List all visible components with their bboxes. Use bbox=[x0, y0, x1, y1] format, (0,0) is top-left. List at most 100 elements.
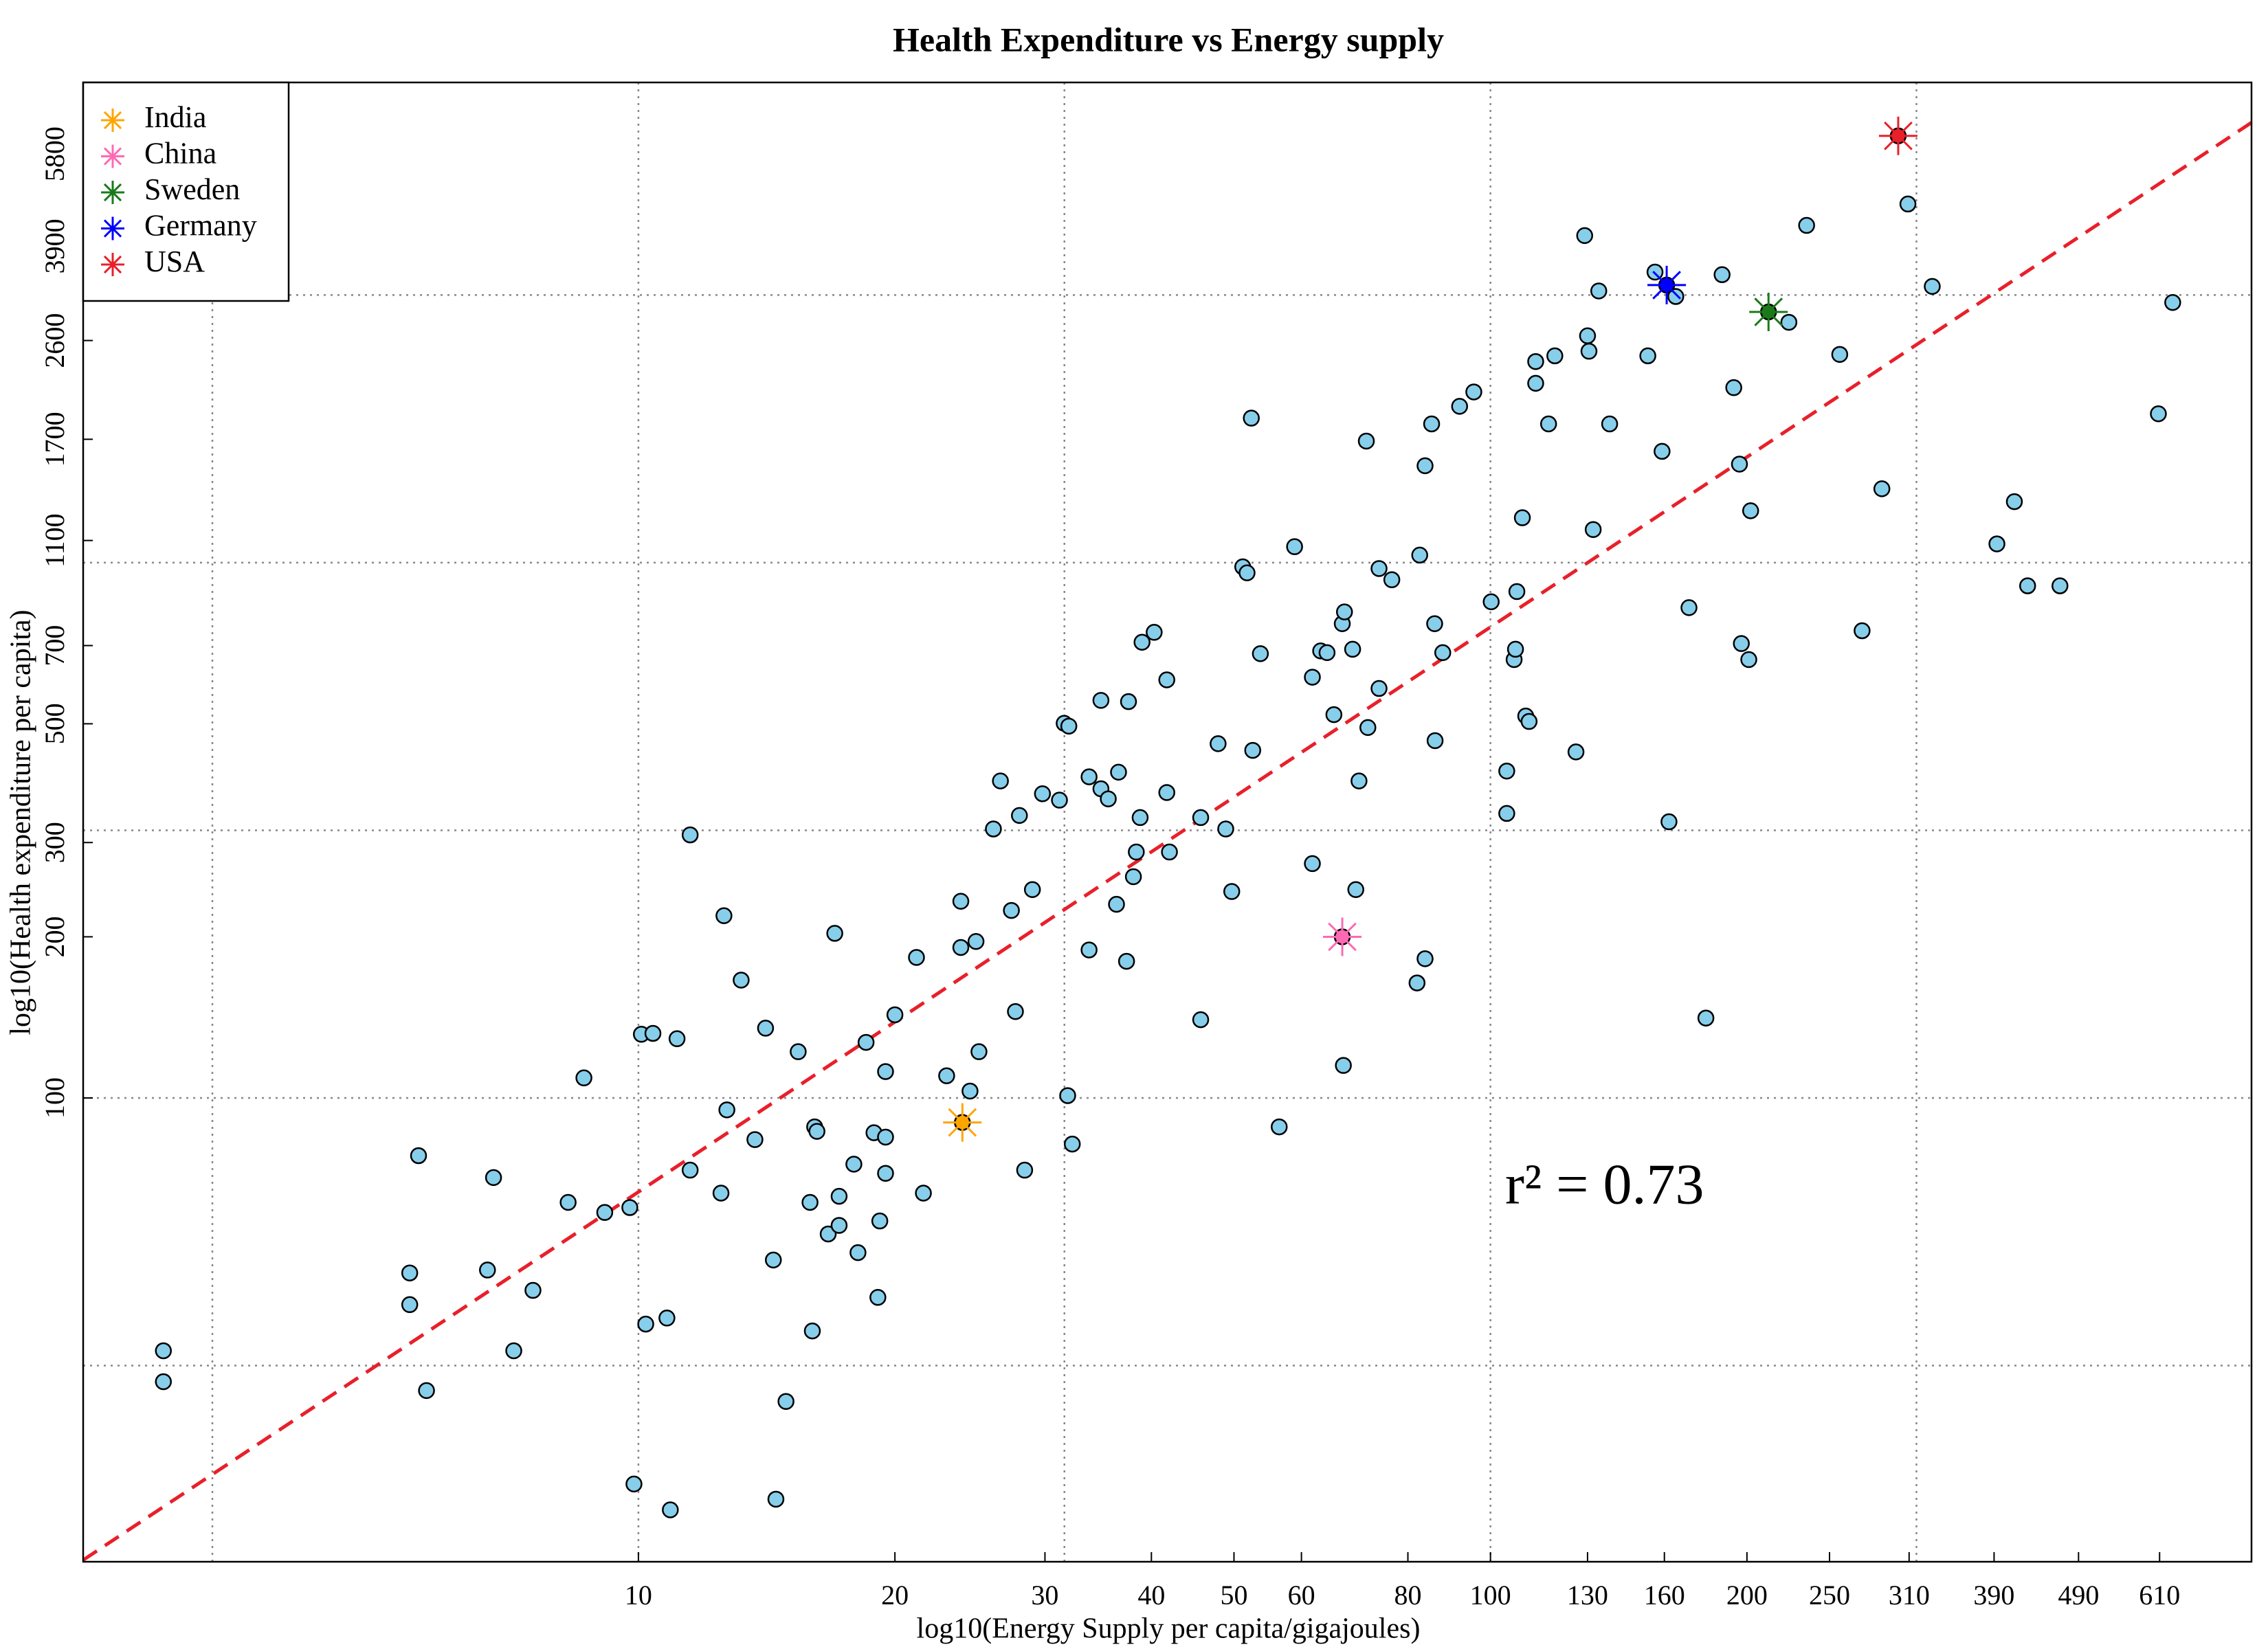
highlight-star bbox=[1749, 293, 1788, 332]
data-point bbox=[401, 1264, 419, 1281]
data-point bbox=[1124, 868, 1142, 886]
chart-title: Health Expenditure vs Energy supply bbox=[893, 20, 1444, 58]
data-point bbox=[1100, 790, 1117, 807]
data-point bbox=[1513, 509, 1531, 526]
data-point bbox=[1131, 809, 1149, 827]
data-point bbox=[1051, 792, 1068, 809]
data-point bbox=[1576, 227, 1594, 245]
data-point bbox=[886, 1006, 904, 1024]
data-point bbox=[952, 939, 970, 956]
data-point bbox=[915, 1185, 932, 1202]
legend-label: India bbox=[144, 100, 206, 134]
data-point bbox=[1146, 624, 1163, 641]
data-point bbox=[819, 1225, 837, 1243]
data-point bbox=[1713, 266, 1731, 284]
data-point bbox=[1520, 713, 1538, 730]
data-point bbox=[1060, 717, 1078, 735]
data-point bbox=[808, 1123, 825, 1140]
data-point bbox=[1325, 706, 1343, 723]
data-point bbox=[830, 1187, 848, 1205]
data-point bbox=[715, 907, 733, 924]
data-point bbox=[155, 1373, 173, 1391]
data-point bbox=[767, 1490, 785, 1508]
data-point bbox=[401, 1296, 419, 1314]
data-point bbox=[1304, 855, 1321, 873]
legend-marker bbox=[101, 109, 124, 132]
x-tick-label: 100 bbox=[1470, 1580, 1511, 1611]
x-tick-label: 310 bbox=[1889, 1580, 1930, 1611]
data-point bbox=[857, 1033, 875, 1051]
data-point bbox=[644, 1024, 662, 1042]
y-tick-label: 700 bbox=[39, 625, 70, 666]
data-point bbox=[621, 1199, 638, 1216]
data-point bbox=[718, 1101, 735, 1119]
data-point bbox=[1725, 379, 1742, 396]
y-tick-label: 100 bbox=[39, 1077, 70, 1119]
data-point bbox=[1465, 383, 1482, 401]
data-point bbox=[1579, 327, 1597, 345]
y-tick-label: 5800 bbox=[39, 126, 70, 181]
x-tick-label: 20 bbox=[881, 1580, 909, 1611]
y-axis-title: log10(Health expenditure per capita) bbox=[5, 609, 37, 1035]
data-point bbox=[765, 1251, 782, 1269]
data-point bbox=[877, 1063, 894, 1080]
data-point bbox=[1639, 347, 1656, 365]
data-point bbox=[1243, 410, 1260, 427]
data-point bbox=[1223, 883, 1241, 900]
data-point bbox=[485, 1169, 502, 1187]
data-point bbox=[1011, 807, 1028, 824]
data-point bbox=[1742, 502, 1759, 519]
data-point bbox=[1780, 313, 1798, 331]
data-point bbox=[1498, 805, 1515, 822]
data-point bbox=[662, 1501, 679, 1518]
data-point bbox=[1660, 813, 1678, 831]
data-point bbox=[1059, 1087, 1076, 1104]
data-point bbox=[1357, 432, 1375, 450]
plot-frame bbox=[82, 81, 2253, 1563]
data-point bbox=[803, 1322, 821, 1340]
highlight-star bbox=[1647, 265, 1687, 304]
data-point bbox=[658, 1310, 676, 1327]
data-point bbox=[1654, 442, 1671, 460]
annotation: r² = 0.73 bbox=[1505, 1152, 1704, 1216]
data-point bbox=[418, 1382, 435, 1400]
data-point bbox=[1567, 743, 1585, 761]
y-tick-label: 2600 bbox=[39, 313, 70, 368]
data-point bbox=[1335, 603, 1353, 620]
data-point bbox=[1286, 538, 1303, 555]
data-point bbox=[1128, 843, 1145, 861]
data-point bbox=[869, 1289, 887, 1306]
data-point bbox=[1798, 216, 1815, 234]
data-point bbox=[1080, 768, 1098, 785]
data-point bbox=[1158, 671, 1175, 688]
data-point bbox=[826, 925, 843, 942]
data-point bbox=[961, 1082, 979, 1100]
data-point bbox=[1238, 564, 1256, 582]
data-point bbox=[1252, 645, 1269, 662]
data-point bbox=[505, 1342, 522, 1360]
data-point bbox=[1831, 346, 1849, 363]
data-point bbox=[1120, 693, 1137, 710]
data-point bbox=[1383, 571, 1401, 589]
data-point bbox=[1007, 1002, 1024, 1020]
data-point bbox=[2019, 577, 2036, 594]
data-point bbox=[1108, 895, 1125, 913]
data-point bbox=[1370, 560, 1388, 577]
data-point bbox=[1426, 615, 1443, 633]
legend-label: USA bbox=[144, 245, 205, 278]
legend-label: Germany bbox=[144, 209, 257, 243]
data-point bbox=[985, 820, 1002, 838]
data-point bbox=[1063, 1135, 1081, 1153]
data-point bbox=[777, 1393, 794, 1410]
data-point bbox=[1426, 732, 1444, 750]
x-axis-title: log10(Energy Supply per capita/gigajoule… bbox=[917, 1613, 1421, 1645]
data-point bbox=[1003, 901, 1020, 919]
data-point bbox=[970, 1043, 988, 1060]
data-point bbox=[1217, 820, 1234, 838]
legend-label: Sweden bbox=[144, 172, 240, 206]
data-point bbox=[1697, 1009, 1715, 1027]
